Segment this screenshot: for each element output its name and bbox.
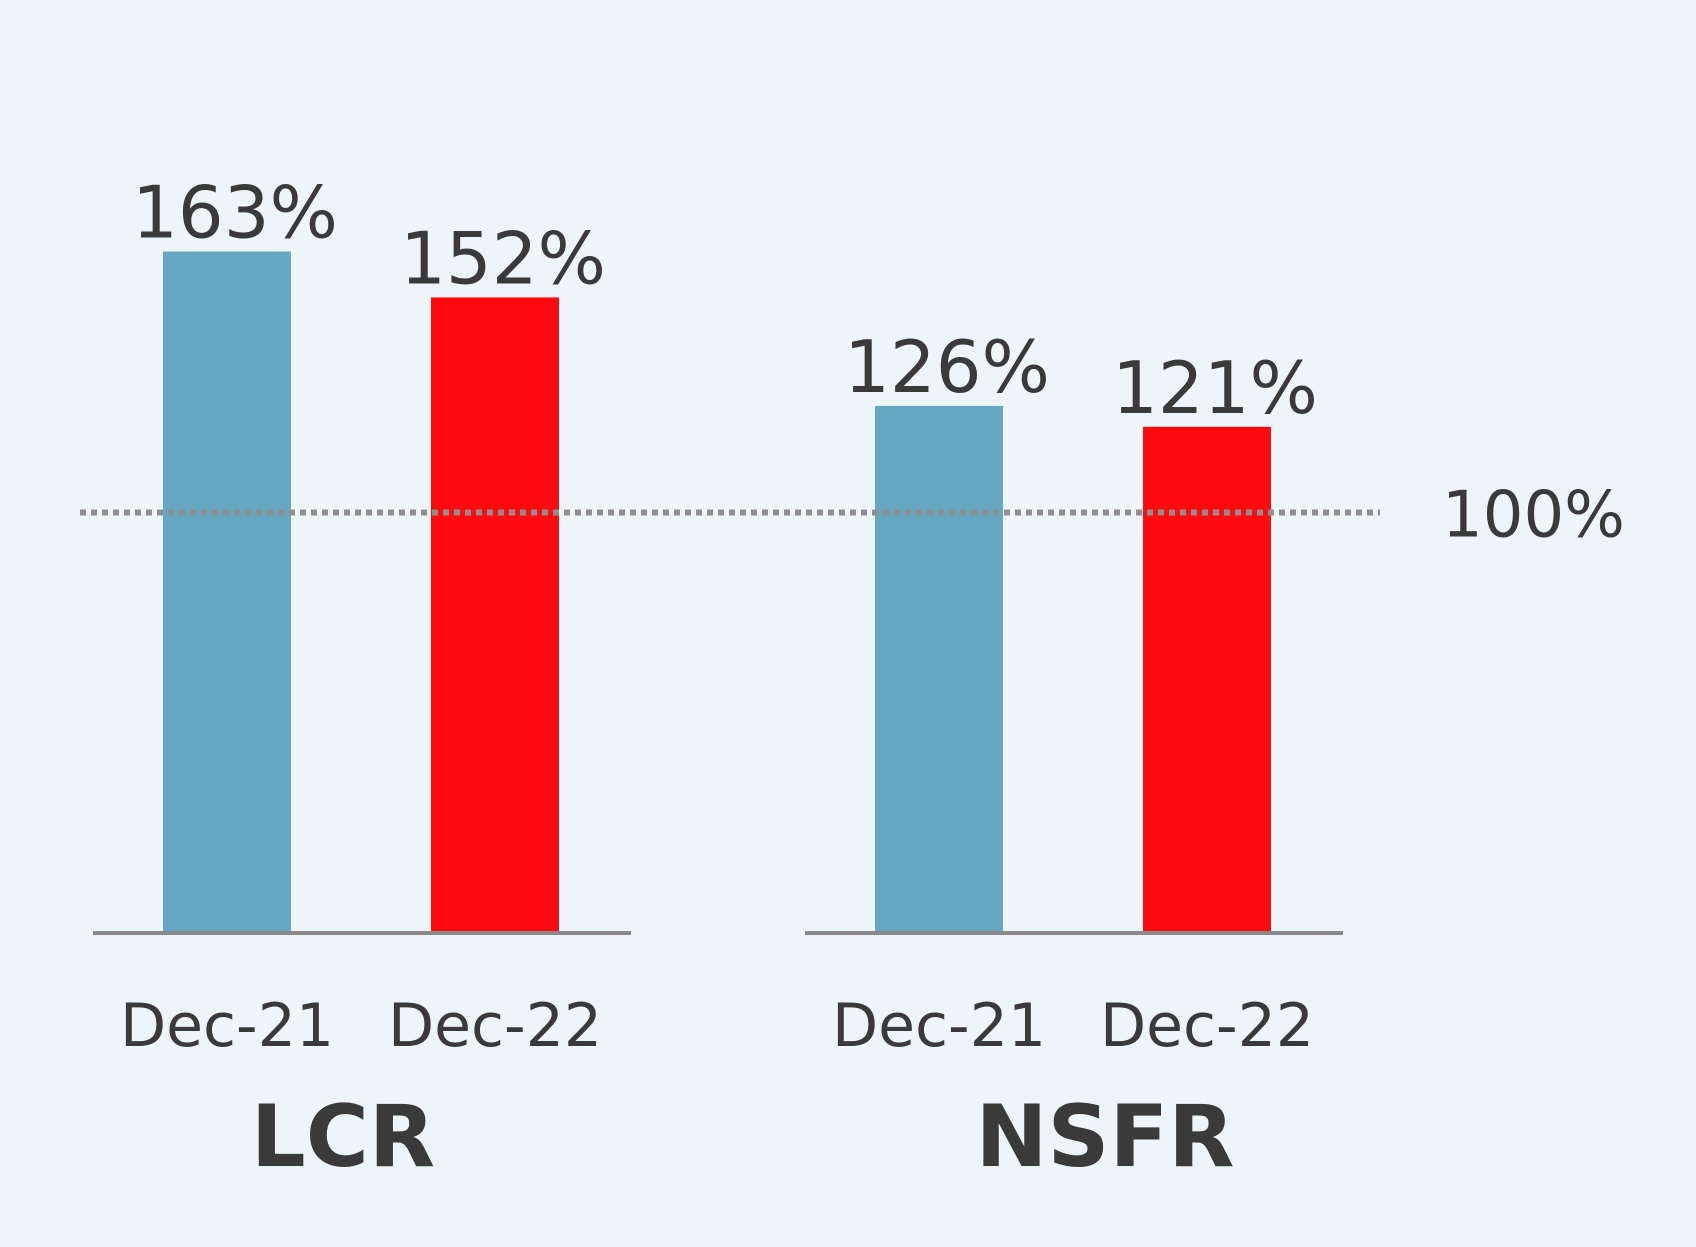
- bars-layer: [163, 251, 1271, 933]
- bar-nsfr-dec-21: [875, 405, 1003, 932]
- bar-nsfr-dec-22: [1143, 426, 1271, 932]
- group-label-lcr: LCR: [251, 1087, 435, 1187]
- reference-line-label: 100%: [1442, 479, 1625, 553]
- bar-lcr-dec-21: [163, 251, 291, 933]
- group-label-nsfr: NSFR: [976, 1087, 1235, 1187]
- value-label-lcr-dec-22: 152%: [400, 216, 606, 300]
- value-label-lcr-dec-21: 163%: [132, 170, 338, 254]
- category-label-lcr-dec-21: Dec-21: [120, 991, 334, 1061]
- value-label-nsfr-dec-22: 121%: [1112, 346, 1318, 430]
- category-label-nsfr-dec-22: Dec-22: [1100, 991, 1314, 1061]
- category-label-lcr-dec-22: Dec-22: [388, 991, 602, 1061]
- label-layer: 163% Dec-21 152% Dec-22 LCR 126% Dec-21 121% Dec…: [120, 170, 1625, 1187]
- category-label-nsfr-dec-21: Dec-21: [832, 991, 1046, 1061]
- value-label-nsfr-dec-21: 126%: [844, 325, 1050, 409]
- bar-lcr-dec-22: [431, 297, 559, 932]
